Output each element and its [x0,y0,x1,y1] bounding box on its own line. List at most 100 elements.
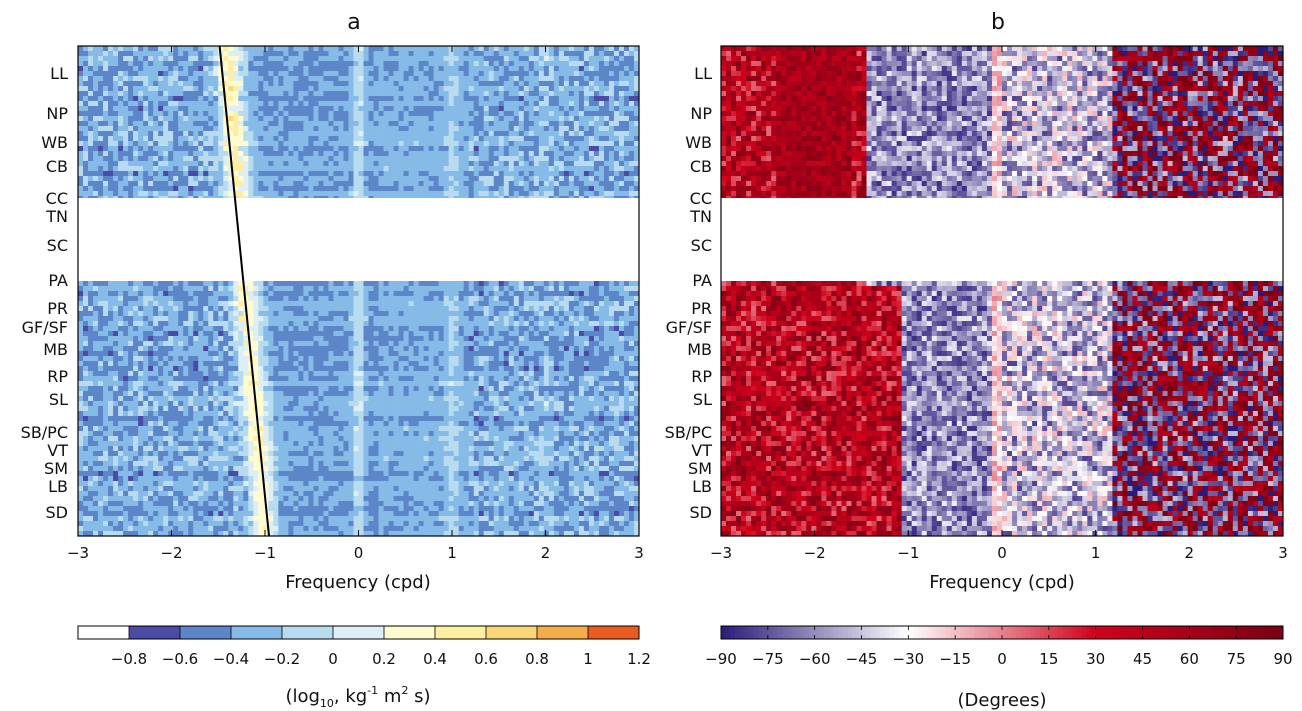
heat-cell [303,91,309,96]
heat-cell [358,291,364,296]
heat-cell [518,96,525,101]
heat-cell [468,121,475,126]
heat-cell [98,306,104,311]
heat-cell [228,116,234,121]
heat-cell [318,166,324,171]
heat-cell [233,281,239,286]
heat-cell [98,316,104,321]
heat-cell [198,51,204,56]
heat-cell [248,81,254,86]
heat-cell [438,96,445,101]
heat-cell [528,296,535,301]
heat-cell [523,46,530,51]
heat-cell [503,146,510,151]
heat-cell [133,146,139,151]
heat-cell [188,346,194,351]
heat-cell [488,146,495,151]
heat-cell [468,296,475,301]
heat-cell [363,86,369,91]
heat-cell [168,91,174,96]
heat-cell [588,61,595,66]
heat-cell [628,291,635,296]
heat-cell [258,301,264,306]
heat-cell [493,86,500,91]
heat-cell [153,46,159,51]
heat-cell [113,326,119,331]
heat-cell [308,296,314,301]
heat-cell [128,306,134,311]
heat-cell [268,161,274,166]
heat-cell [443,151,450,156]
heat-cell [418,156,425,161]
heat-cell [233,86,239,91]
heat-cell [343,101,349,106]
heat-cell [78,131,84,136]
heat-cell [253,101,259,106]
heat-cell [583,86,590,91]
heat-cell [428,91,435,96]
heat-cell [223,46,229,51]
heat-cell [313,296,319,301]
heat-cell [503,171,510,176]
heat-cell [193,156,199,161]
heat-cell [373,56,379,61]
heat-cell [543,46,550,51]
heat-cell [623,96,630,101]
heat-cell [148,321,154,326]
heat-cell [253,66,259,71]
heat-cell [418,176,425,181]
heat-cell [598,331,605,336]
heat-cell [188,296,194,301]
heat-cell [258,86,264,91]
heat-cell [128,126,134,131]
heat-cell [558,116,565,121]
heat-cell [203,336,209,341]
heat-cell [388,96,394,101]
heat-cell [508,181,515,186]
heat-cell [358,311,364,316]
heat-cell [258,321,264,326]
heat-cell [388,76,394,81]
heat-cell [373,346,379,351]
heat-cell [288,146,294,151]
heat-cell [303,346,309,351]
heat-cell [343,71,349,76]
heat-cell [108,91,114,96]
heat-cell [568,151,575,156]
heat-cell [503,166,510,171]
heat-cell [508,146,515,151]
heat-cell [293,141,299,146]
heat-cell [423,156,430,161]
heat-cell [148,101,154,106]
heat-cell [233,106,239,111]
heat-cell [83,316,89,321]
heat-cell [273,311,279,316]
heat-cell [383,106,389,111]
heat-cell [213,191,219,196]
heat-cell [223,161,229,166]
heat-cell [563,186,570,191]
heat-cell [138,106,144,111]
heat-cell [98,156,104,161]
heat-cell [308,336,314,341]
heat-cell [553,96,560,101]
heat-cell [208,66,214,71]
heat-cell [233,311,239,316]
heat-cell [173,131,179,136]
heat-cell [458,106,465,111]
heat-cell [633,46,640,51]
heat-cell [188,86,194,91]
heat-cell [328,51,334,56]
heat-cell [473,316,480,321]
heat-cell [78,116,84,121]
heat-cell [218,156,224,161]
heat-cell [183,161,189,166]
heat-cell [98,136,104,141]
heat-cell [458,76,465,81]
heat-cell [523,81,530,86]
heat-cell [623,131,630,136]
heat-cell [423,131,430,136]
heat-cell [518,51,525,56]
heat-cell [498,61,505,66]
heat-cell [303,336,309,341]
